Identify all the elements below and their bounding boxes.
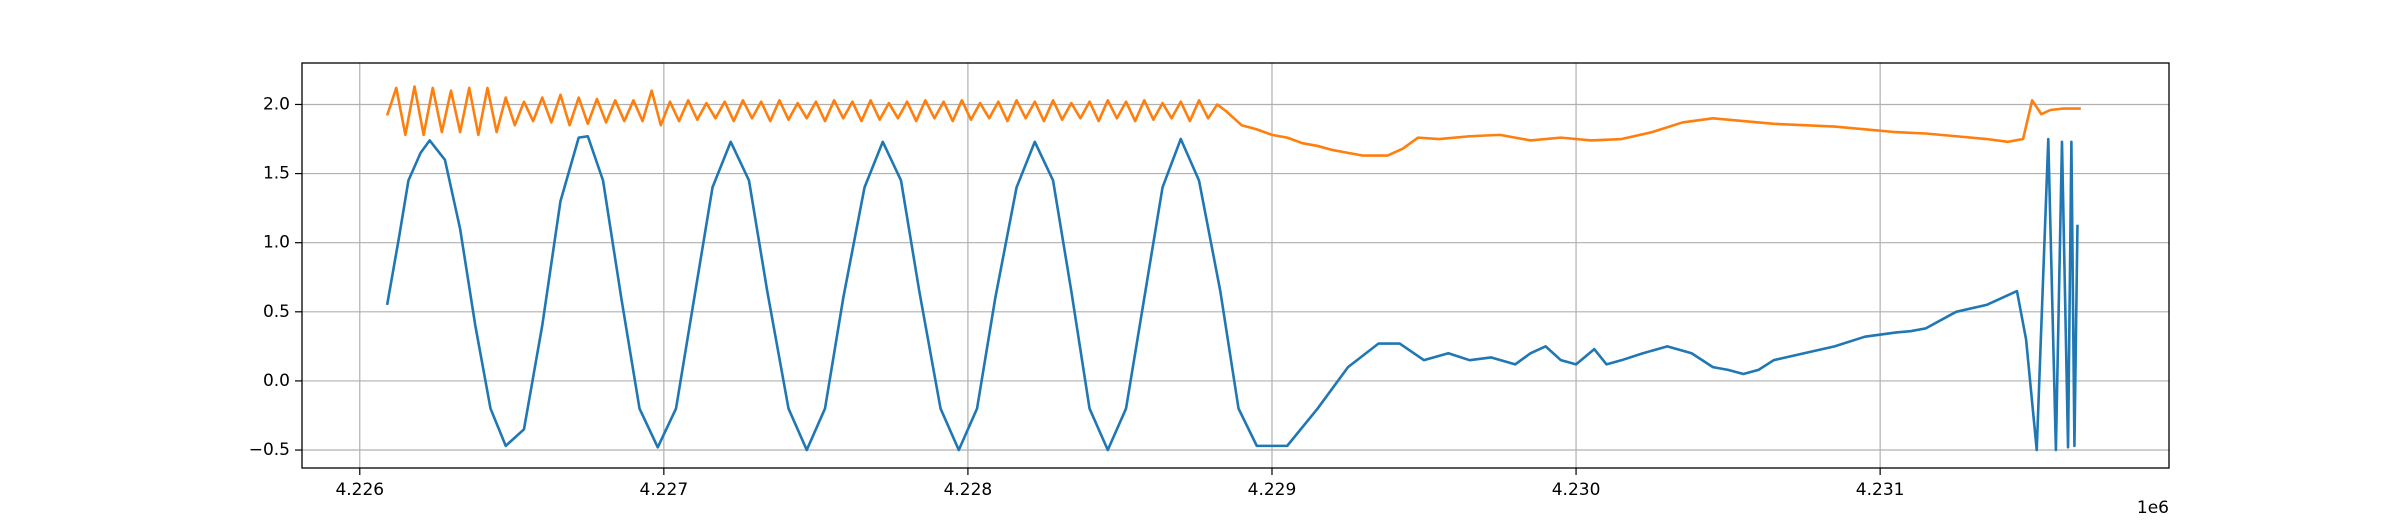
x-offset-label: 1e6 <box>2137 498 2169 518</box>
x-tick-label: 4.227 <box>640 480 689 500</box>
y-tick-label: −0.5 <box>249 440 290 460</box>
x-tick-label: 4.228 <box>944 480 993 500</box>
y-tick-label: 0.5 <box>263 302 290 322</box>
data-line <box>385 134 2079 452</box>
plot-frame <box>301 62 2170 469</box>
y-tick-label: 0.0 <box>263 371 290 391</box>
y-tick-label: 1.0 <box>263 233 290 253</box>
x-tick-label: 4.231 <box>1856 480 1905 500</box>
y-tick-label: 1.5 <box>263 164 290 184</box>
x-tick-label: 4.230 <box>1552 480 1601 500</box>
data-line <box>385 85 2081 157</box>
x-tick-label: 4.229 <box>1248 480 1297 500</box>
x-tick-label: 4.226 <box>335 480 384 500</box>
y-tick-label: 2.0 <box>263 94 290 114</box>
